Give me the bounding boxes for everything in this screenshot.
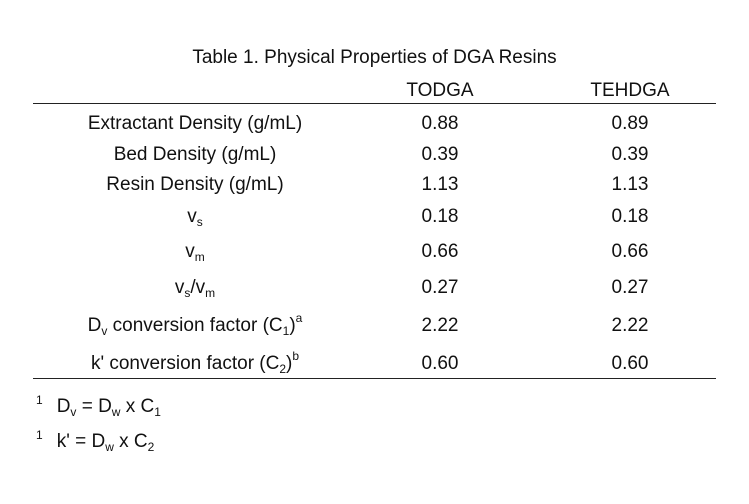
footnote-subscript: v	[70, 405, 77, 419]
cell-value: 0.66	[611, 241, 649, 262]
footnote-subscript: w	[111, 405, 121, 419]
label-part: /v	[190, 277, 206, 298]
label-part: )	[289, 315, 296, 336]
footnote-mark: 1	[36, 428, 43, 442]
cell-value: 2.22	[421, 315, 459, 336]
label-part: v	[174, 277, 185, 298]
footnote-part: D	[56, 396, 71, 417]
cell-value: 2.22	[611, 315, 649, 336]
label-subscript: s	[196, 215, 203, 229]
cell-value: 1.13	[421, 174, 459, 195]
label-subscript: s	[184, 286, 191, 300]
footnote: 1 k' = Dw x C2	[36, 428, 155, 454]
footnote-subscript: w	[105, 440, 114, 454]
label-superscript: a	[295, 311, 303, 325]
table-caption: Table 1. Physical Properties of DGA Resi…	[192, 47, 557, 68]
row-label: vm	[33, 240, 357, 264]
label-subscript: m	[205, 286, 216, 300]
cell-value: 0.18	[611, 206, 649, 227]
footnote-part: x C	[113, 431, 148, 452]
footnote-subscript: 1	[154, 405, 161, 419]
column-header-tehdga: TEHDGA	[590, 80, 670, 101]
footnote-part: k' = D	[56, 431, 106, 452]
cell-value: 0.39	[611, 144, 649, 165]
label-subscript: 2	[279, 362, 287, 376]
label-part: D	[87, 315, 102, 336]
row-label: Dv conversion factor (C1)a	[33, 311, 357, 338]
table-bottom-rule	[33, 378, 716, 379]
cell-value: 1.13	[611, 174, 649, 195]
cell-value: 0.60	[421, 353, 459, 374]
column-header-todga: TODGA	[406, 80, 474, 101]
row-label: k' conversion factor (C2)b	[33, 349, 357, 376]
label-subscript: 1	[282, 324, 290, 338]
cell-value: 0.88	[421, 113, 459, 134]
row-label: vs/vm	[33, 276, 357, 300]
cell-value: 0.18	[421, 206, 459, 227]
cell-value: 0.89	[611, 113, 649, 134]
footnote-part: x C	[120, 396, 155, 417]
label-part: k' conversion factor (C	[90, 353, 280, 374]
footnote-part: = D	[76, 396, 112, 417]
row-label: Extractant Density (g/mL)	[87, 113, 303, 134]
label-subscript: m	[194, 250, 205, 264]
cell-value: 0.39	[421, 144, 459, 165]
footnote-mark: 1	[36, 393, 43, 407]
row-label: vs	[33, 205, 357, 229]
label-part: conversion factor (C	[107, 315, 283, 336]
cell-value: 0.66	[421, 241, 459, 262]
label-part: )	[286, 353, 293, 374]
footnote: 1 Dv = Dw x C1	[36, 393, 161, 419]
label-main: v	[185, 241, 195, 262]
footnote-subscript: 2	[147, 440, 155, 454]
label-superscript: b	[292, 349, 300, 363]
cell-value: 0.27	[421, 277, 459, 298]
cell-value: 0.27	[611, 277, 649, 298]
row-label: Resin Density (g/mL)	[106, 174, 284, 195]
label-subscript: v	[101, 324, 108, 338]
row-label: Bed Density (g/mL)	[113, 144, 277, 165]
label-main: v	[187, 206, 197, 227]
cell-value: 0.60	[611, 353, 649, 374]
table-top-rule	[33, 103, 716, 104]
